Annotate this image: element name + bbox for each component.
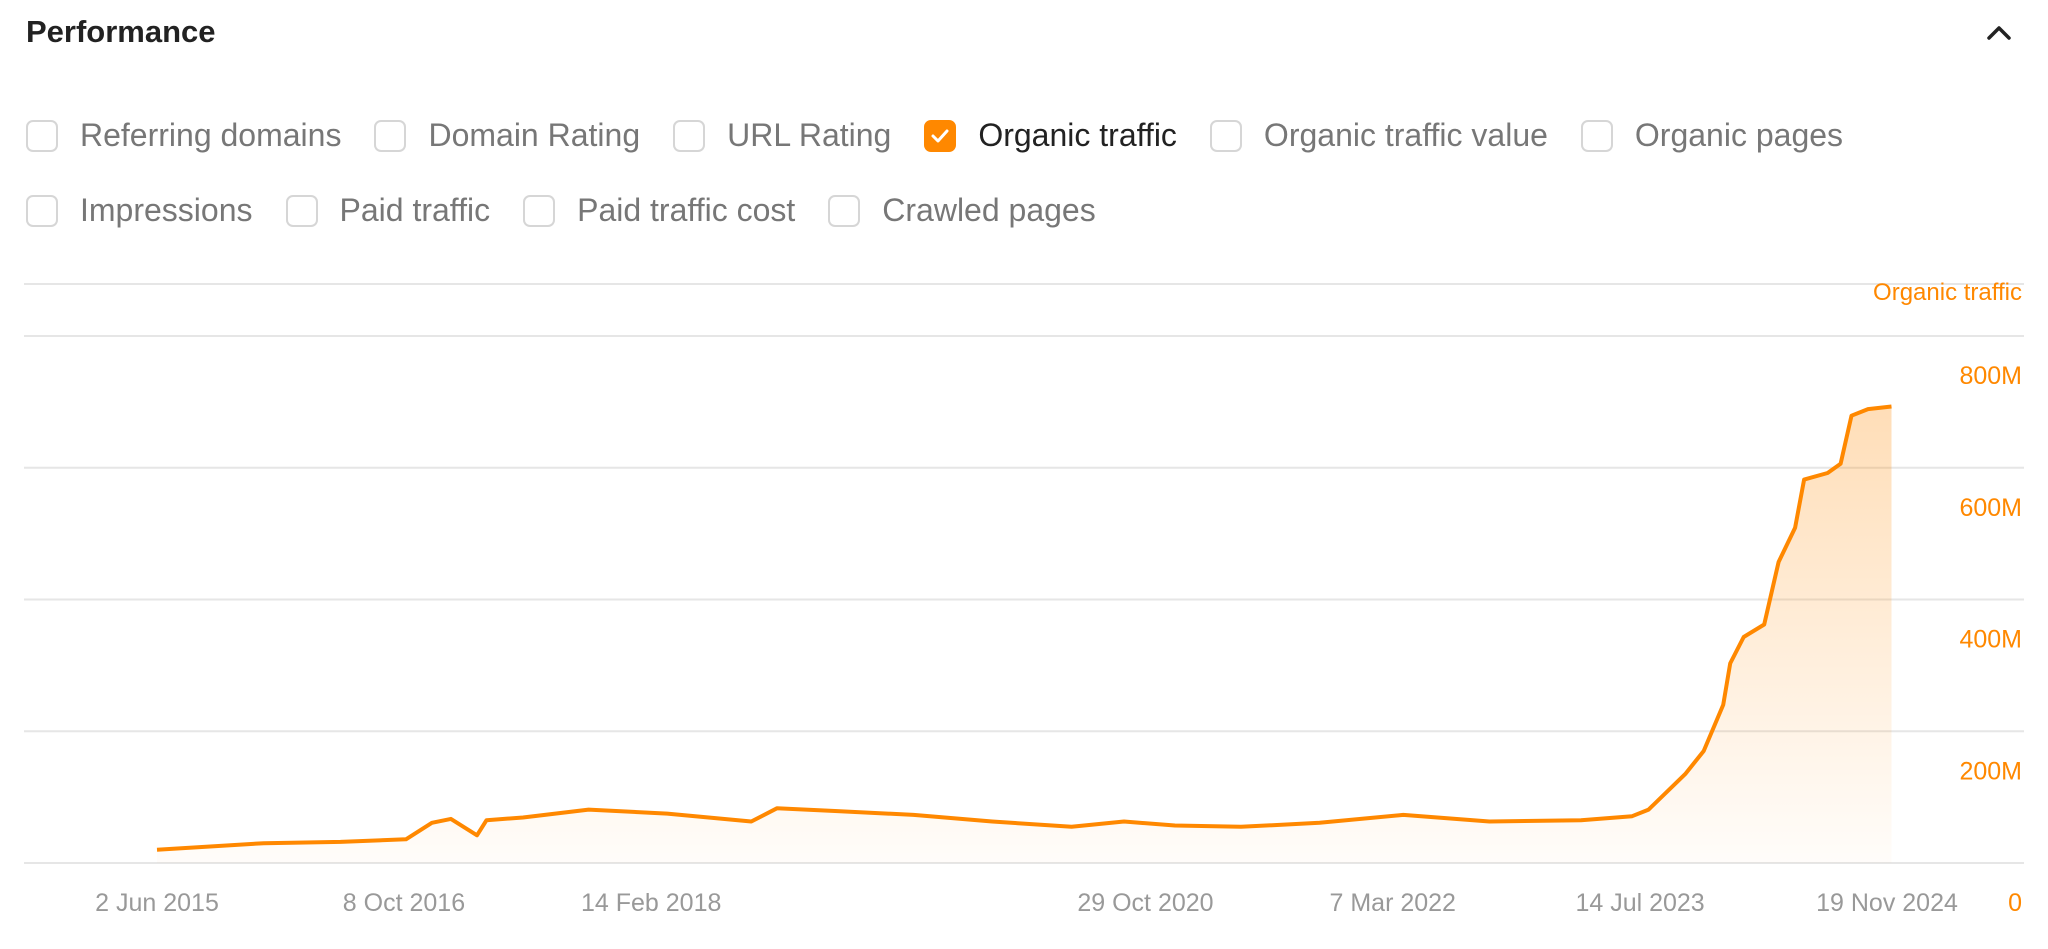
checkbox-unchecked-icon[interactable]: [523, 194, 556, 227]
checkbox-checked-icon[interactable]: [924, 119, 957, 152]
checkbox-referring-domains[interactable]: Referring domains: [26, 117, 341, 154]
checkbox-unchecked-icon[interactable]: [285, 194, 318, 227]
checkbox-label: Organic traffic value: [1263, 117, 1548, 153]
x-tick-label: 19 Nov 2024: [1816, 889, 1958, 917]
checkbox-url-rating[interactable]: URL Rating: [673, 117, 891, 154]
checkbox-unchecked-icon[interactable]: [1580, 119, 1613, 152]
x-tick-label: 8 Oct 2016: [343, 889, 465, 917]
checkbox-organic-pages[interactable]: Organic pages: [1580, 117, 1844, 154]
x-tick-label: 14 Jul 2023: [1575, 889, 1704, 917]
metric-toggles-row-2: Impressions Paid traffic Paid traffic cost…: [26, 192, 1129, 229]
checkbox-domain-rating[interactable]: Domain Rating: [374, 117, 640, 154]
checkbox-unchecked-icon[interactable]: [374, 119, 407, 152]
checkbox-unchecked-icon[interactable]: [673, 119, 706, 152]
series-area: [157, 406, 1892, 863]
organic-traffic-chart: 0 200M 400M 600M 800M 2 Jun 2015 8 Oct 2016 14 …: [24, 279, 2024, 917]
x-tick-label: 14 Feb 2018: [581, 889, 721, 917]
checkbox-label: Paid traffic: [339, 192, 491, 228]
checkbox-unchecked-icon[interactable]: [26, 194, 58, 227]
y-tick-label: 600M: [1959, 494, 2022, 522]
x-tick-label: 29 Oct 2020: [1077, 889, 1213, 917]
y-axis-label: Organic traffic: [1873, 279, 2022, 306]
checkbox-label: Paid traffic cost: [577, 192, 796, 228]
checkbox-label: Domain Rating: [428, 117, 641, 153]
checkbox-label: Referring domains: [80, 117, 342, 153]
section-title: Performance: [26, 14, 216, 49]
x-tick-label: 7 Mar 2022: [1330, 889, 1456, 917]
checkbox-crawled-pages[interactable]: Crawled pages: [828, 192, 1096, 229]
checkbox-impressions[interactable]: Impressions: [26, 192, 253, 229]
metric-toggles-row-1: Referring domains Domain Rating URL Rating…: [26, 117, 1876, 154]
chevron-up-icon[interactable]: [1984, 18, 2014, 48]
y-tick-label: 0: [2008, 889, 2022, 917]
checkbox-label: Organic traffic: [978, 117, 1177, 153]
series-line: [156, 404, 1892, 852]
checkbox-label: Impressions: [80, 192, 253, 228]
checkmark-icon: [931, 129, 949, 142]
checkbox-label: Crawled pages: [882, 192, 1096, 228]
checkbox-unchecked-icon[interactable]: [828, 194, 861, 227]
y-tick-label: 200M: [1959, 757, 2022, 785]
checkbox-organic-traffic-value[interactable]: Organic traffic value: [1209, 117, 1548, 154]
y-tick-label: 400M: [1959, 626, 2022, 654]
checkbox-paid-traffic[interactable]: Paid traffic: [285, 192, 491, 229]
checkbox-paid-traffic-cost[interactable]: Paid traffic cost: [523, 192, 795, 229]
checkbox-unchecked-icon[interactable]: [26, 119, 58, 152]
checkbox-label: URL Rating: [727, 117, 892, 153]
checkbox-organic-traffic[interactable]: Organic traffic: [924, 117, 1177, 154]
x-tick-label: 2 Jun 2015: [95, 889, 219, 917]
y-tick-label: 800M: [1959, 362, 2022, 390]
checkbox-label: Organic pages: [1634, 117, 1844, 153]
checkbox-unchecked-icon[interactable]: [1209, 119, 1242, 152]
